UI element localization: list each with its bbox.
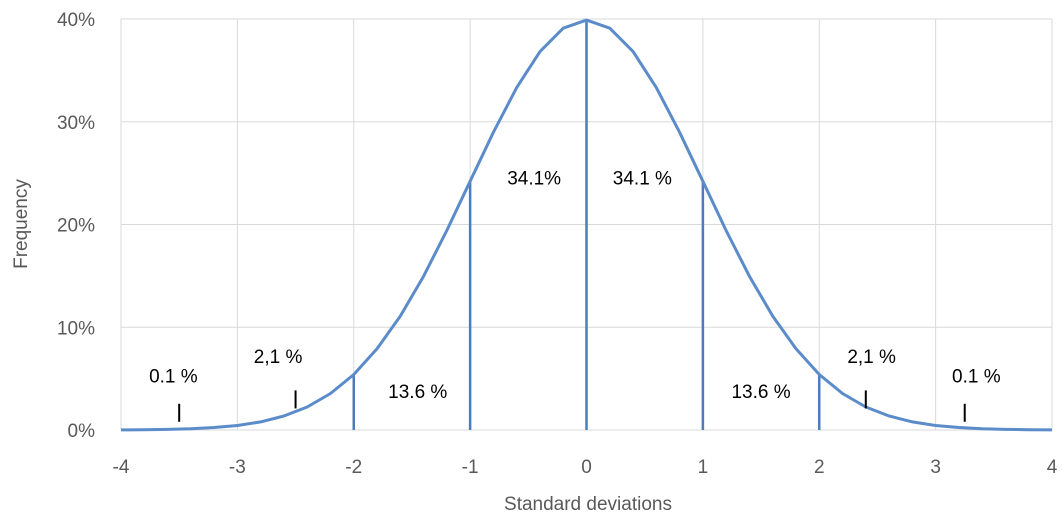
distribution-curve xyxy=(120,18,1053,432)
tick-markers xyxy=(178,390,966,422)
x-tick-label: 0 xyxy=(581,457,592,478)
percentage-label: 13.6 % xyxy=(388,382,447,403)
x-tick-label: -2 xyxy=(345,457,362,478)
percentage-label: 13.6 % xyxy=(731,382,790,403)
y-tick-labels: 0% 10% 20% 30% 40% xyxy=(57,10,95,442)
x-tick-labels: -4 -3 -2 -1 0 1 2 3 4 xyxy=(113,457,1058,478)
x-tick-label: 2 xyxy=(814,457,825,478)
percentage-label: 2,1 % xyxy=(254,347,303,368)
y-tick-label: 40% xyxy=(57,10,95,31)
x-axis-title: Standard deviations xyxy=(504,494,672,515)
y-tick-label: 20% xyxy=(57,216,95,237)
y-tick-label: 0% xyxy=(68,421,96,442)
x-tick-label: -3 xyxy=(229,457,246,478)
x-tick-label: -4 xyxy=(113,457,130,478)
curve-layer xyxy=(120,18,1053,432)
y-tick-label: 30% xyxy=(57,113,95,134)
percentage-label: 2,1 % xyxy=(847,347,896,368)
x-tick-label: 3 xyxy=(930,457,941,478)
sigma-lines xyxy=(352,20,821,430)
percentage-label: 34.1 % xyxy=(613,168,672,189)
percentage-label: 0.1 % xyxy=(149,367,198,388)
percentage-label: 34.1% xyxy=(507,168,561,189)
x-tick-label: 1 xyxy=(698,457,709,478)
percentage-label: 0.1 % xyxy=(952,367,1001,388)
y-tick-label: 10% xyxy=(57,318,95,339)
x-tick-label: 4 xyxy=(1047,457,1058,478)
y-axis-title: Frequency xyxy=(11,179,32,269)
x-tick-label: -1 xyxy=(462,457,479,478)
percentage-annotations: 0.1 % 2,1 % 13.6 % 34.1% 34.1 % 13.6 % 2,1 % 0.… xyxy=(149,168,1001,403)
